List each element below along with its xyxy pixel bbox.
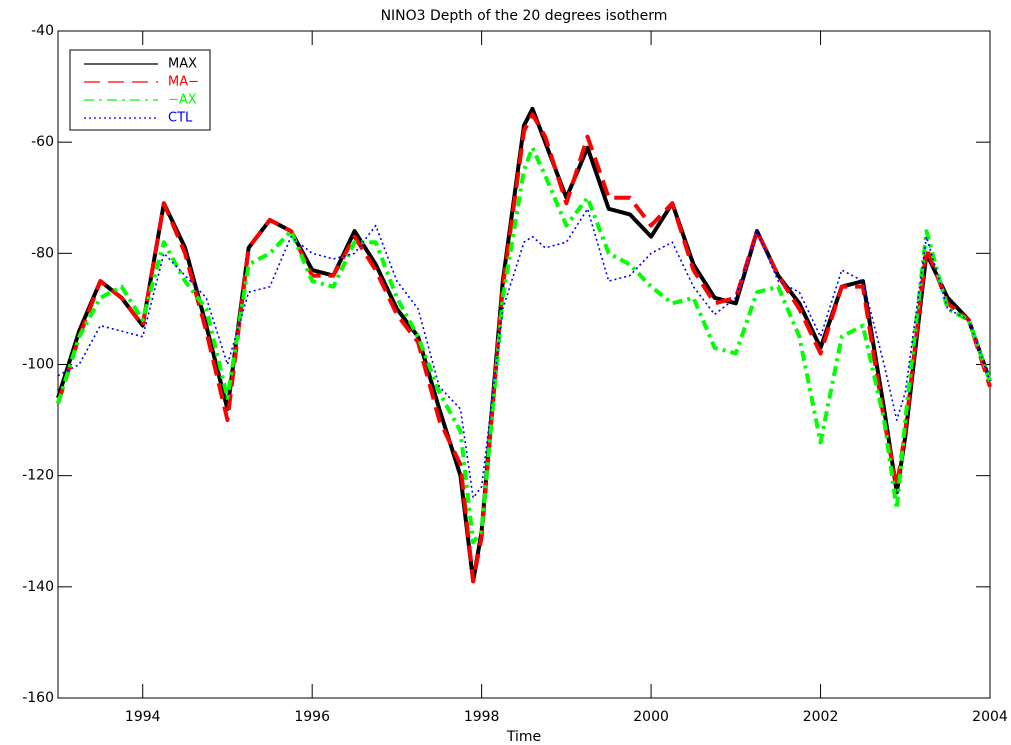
legend-label: −AX: [168, 93, 197, 108]
series-line: [56, 145, 992, 545]
y-tick-label: -140: [22, 579, 54, 595]
x-tick-label: 2000: [633, 709, 669, 725]
y-tick-label: -60: [31, 134, 54, 150]
chart-title: NINO3 Depth of the 20 degrees isotherm: [381, 8, 668, 24]
x-axis-label: Time: [506, 729, 541, 745]
y-tick-label: -40: [31, 23, 54, 39]
y-tick-label: -120: [22, 468, 54, 484]
series-line: [57, 208, 991, 499]
y-tick-label: -160: [22, 690, 54, 706]
x-tick-label: 1998: [464, 709, 500, 725]
x-tick-label: 2002: [803, 709, 839, 725]
legend-label: MAX: [168, 57, 197, 72]
x-tick-label: 1994: [125, 709, 161, 725]
x-tick-label: 1996: [294, 709, 330, 725]
series-line: [56, 112, 992, 584]
y-tick-label: -100: [22, 357, 54, 373]
x-tick-label: 2004: [972, 709, 1008, 725]
y-tick-label: -80: [31, 245, 54, 261]
legend-label: CTL: [168, 111, 193, 126]
legend-label: MA−: [168, 75, 199, 90]
legend-box: [69, 49, 211, 131]
